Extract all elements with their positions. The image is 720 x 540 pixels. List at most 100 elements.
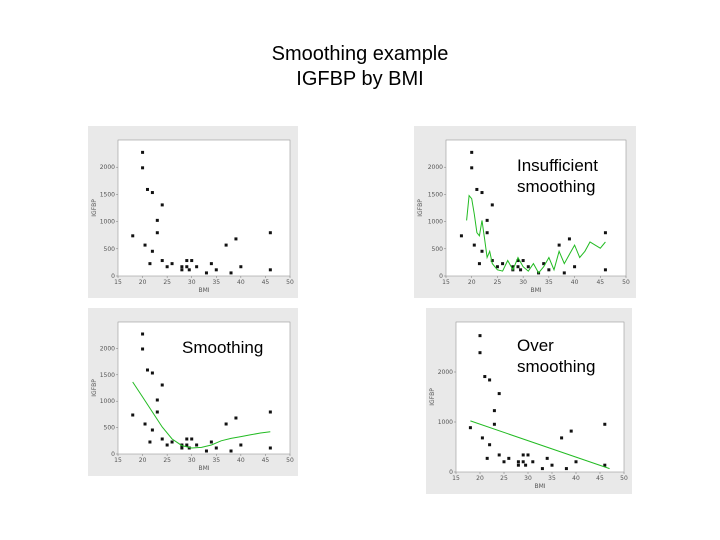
data-point — [155, 218, 159, 222]
x-tick-label: 35 — [545, 279, 553, 286]
caption-insufficient-text: Insufficient smoothing — [517, 156, 598, 196]
data-point — [185, 265, 189, 269]
x-tick-label: 35 — [548, 475, 556, 482]
data-point — [131, 413, 135, 417]
y-tick-label: 1500 — [100, 191, 115, 198]
data-point — [567, 237, 571, 241]
y-tick-label: 2000 — [428, 164, 443, 171]
data-point — [472, 243, 476, 247]
data-point — [502, 460, 506, 464]
data-point — [478, 334, 482, 338]
data-point — [185, 443, 189, 447]
x-axis-label: BMI — [530, 287, 541, 294]
x-tick-label: 30 — [519, 279, 527, 286]
caption-over: Over smoothing — [517, 335, 627, 377]
data-point — [545, 456, 549, 460]
data-point — [542, 262, 546, 266]
data-point — [150, 249, 154, 253]
data-point — [459, 234, 463, 238]
data-point — [485, 231, 489, 235]
data-point — [224, 243, 228, 247]
data-point — [516, 265, 520, 269]
data-point — [268, 231, 272, 235]
data-point — [180, 265, 184, 269]
data-point — [547, 268, 551, 272]
x-tick-label: 20 — [468, 279, 476, 286]
y-tick-label: 2000 — [438, 369, 453, 376]
chart-panel-smoothing: 15 20 25 30 35 40 45 50 0 500 1000 1500 2000 BMI IGFBP — [88, 308, 298, 476]
x-tick-label: 20 — [139, 279, 147, 286]
chart-svg: 15 20 25 30 35 40 45 50 0 1000 2000 BMI IGFBP — [429, 321, 628, 490]
x-tick-label: 45 — [596, 475, 604, 482]
data-point — [170, 440, 174, 444]
data-point — [550, 463, 554, 467]
data-point — [229, 271, 233, 275]
data-point — [131, 234, 135, 238]
x-tick-label: 15 — [442, 279, 450, 286]
data-point — [141, 332, 145, 336]
data-point — [603, 268, 607, 272]
data-point — [268, 268, 272, 272]
caption-over-text: Over smoothing — [517, 336, 596, 376]
data-point — [165, 265, 169, 269]
y-axis-label: IGFBP — [91, 199, 98, 217]
data-point — [150, 371, 154, 375]
data-point — [234, 237, 238, 241]
x-tick-label: 15 — [114, 457, 122, 464]
data-point — [488, 378, 492, 382]
data-point — [214, 268, 218, 272]
data-point — [497, 392, 501, 396]
y-axis-label: IGFBP — [417, 199, 424, 217]
data-point — [492, 409, 496, 413]
data-point — [143, 243, 147, 247]
data-point — [141, 150, 145, 154]
plot-frame — [445, 139, 627, 277]
y-tick-label: 1000 — [428, 219, 443, 226]
data-point — [148, 440, 152, 444]
data-point — [564, 467, 568, 471]
data-point — [524, 463, 528, 467]
title-line-2: IGFBP by BMI — [296, 68, 424, 90]
data-point — [148, 262, 152, 266]
chart-panel-insufficient: 15 20 25 30 35 40 45 50 0 500 1000 1500 2000 BMI IGFBP — [414, 126, 636, 298]
x-tick-label: 50 — [286, 279, 294, 286]
data-point — [165, 443, 169, 447]
y-axis-label: IGFBP — [91, 379, 98, 397]
x-tick-label: 25 — [163, 279, 171, 286]
caption-smoothing: Smoothing — [182, 337, 263, 358]
data-point — [497, 453, 501, 457]
data-point — [150, 191, 154, 195]
data-point — [180, 446, 184, 450]
y-axis-label: IGFBP — [429, 388, 436, 406]
data-point — [492, 422, 496, 426]
data-point — [516, 463, 520, 467]
caption-smoothing-text: Smoothing — [182, 338, 264, 357]
data-point — [185, 259, 189, 263]
data-point — [562, 271, 566, 275]
x-tick-label: 50 — [620, 475, 628, 482]
chart-panel-over: 15 20 25 30 35 40 45 50 0 1000 2000 BMI IGFBP — [426, 308, 632, 494]
data-point — [160, 203, 164, 207]
data-point — [209, 262, 213, 266]
data-point — [160, 259, 164, 263]
data-point — [480, 191, 484, 195]
data-point — [521, 259, 525, 263]
data-point — [224, 422, 228, 426]
plot-frame — [455, 321, 625, 473]
data-point — [209, 440, 213, 444]
x-tick-label: 15 — [452, 475, 460, 482]
x-tick-label: 45 — [262, 279, 270, 286]
data-point — [468, 426, 472, 430]
chart-panel-raw: 15 20 25 30 35 40 45 50 0 500 1000 1500 2000 BMI IGFBP — [88, 126, 298, 298]
x-tick-label: 20 — [476, 475, 484, 482]
data-point — [507, 456, 511, 460]
data-point — [490, 203, 494, 207]
caption-insufficient: Insufficient smoothing — [517, 155, 627, 197]
y-tick-label: 0 — [439, 273, 443, 280]
y-tick-label: 1500 — [100, 372, 115, 379]
data-point — [239, 265, 243, 269]
data-point — [204, 271, 208, 275]
